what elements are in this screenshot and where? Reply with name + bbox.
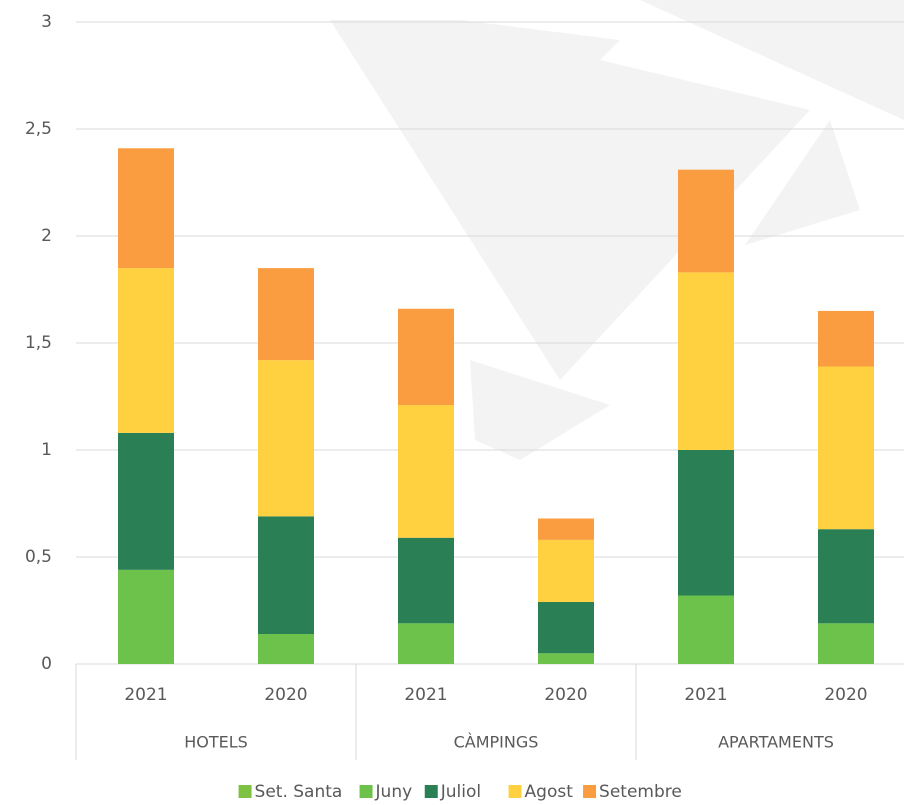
bar-segment bbox=[118, 148, 174, 269]
bar-segment bbox=[118, 268, 174, 433]
legend-label: Juny bbox=[375, 782, 413, 802]
x-tick-label: 2020 bbox=[824, 685, 867, 705]
bar-segment bbox=[398, 308, 454, 406]
x-tick-label: 2021 bbox=[404, 685, 447, 705]
bar-segment bbox=[818, 529, 874, 624]
bar-segment bbox=[538, 653, 594, 664]
bar-segment bbox=[678, 450, 734, 596]
y-tick-label: 1 bbox=[41, 440, 52, 460]
watermark bbox=[330, 0, 904, 460]
x-tick-label: 2020 bbox=[544, 685, 587, 705]
y-tick-label: 0,5 bbox=[25, 547, 52, 567]
y-tick-label: 1,5 bbox=[25, 333, 52, 353]
bar-segment bbox=[678, 272, 734, 450]
y-tick-label: 2 bbox=[41, 226, 52, 246]
legend-label: Juliol bbox=[440, 782, 481, 802]
bar-segment bbox=[398, 537, 454, 624]
bar-segment bbox=[538, 539, 594, 602]
x-tick-label: 2021 bbox=[124, 685, 167, 705]
bar-segment bbox=[678, 169, 734, 273]
legend-swatch bbox=[359, 785, 373, 798]
legend-label: Set. Santa bbox=[255, 782, 343, 802]
legend-swatch bbox=[424, 785, 438, 798]
group-label: HOTELS bbox=[184, 733, 248, 752]
bar-segment bbox=[538, 518, 594, 540]
bar-segment bbox=[258, 360, 314, 517]
legend-label: Setembre bbox=[599, 782, 682, 802]
bar-segment bbox=[258, 268, 314, 361]
x-tick-label: 2021 bbox=[684, 685, 727, 705]
bar-segment bbox=[678, 595, 734, 664]
bar-segment bbox=[398, 623, 454, 664]
bar-segment bbox=[258, 634, 314, 664]
y-tick-label: 2,5 bbox=[25, 119, 52, 139]
y-tick-label: 3 bbox=[41, 12, 52, 32]
legend-swatch bbox=[508, 785, 522, 798]
bar-segment bbox=[118, 569, 174, 664]
bar-segment bbox=[118, 432, 174, 570]
bar-segment bbox=[258, 516, 314, 635]
group-label: APARTAMENTS bbox=[718, 733, 834, 752]
x-tick-label: 2020 bbox=[264, 685, 307, 705]
legend-swatch bbox=[583, 785, 597, 798]
bar-segment bbox=[538, 601, 594, 654]
bar-segment bbox=[398, 405, 454, 538]
bar-segment bbox=[818, 366, 874, 530]
legend-label: Agost bbox=[525, 782, 574, 802]
bar-segment bbox=[818, 623, 874, 664]
bar-segment bbox=[818, 310, 874, 367]
y-tick-label: 0 bbox=[41, 654, 52, 674]
group-label: CÀMPINGS bbox=[454, 733, 539, 752]
legend-swatch bbox=[238, 785, 252, 798]
